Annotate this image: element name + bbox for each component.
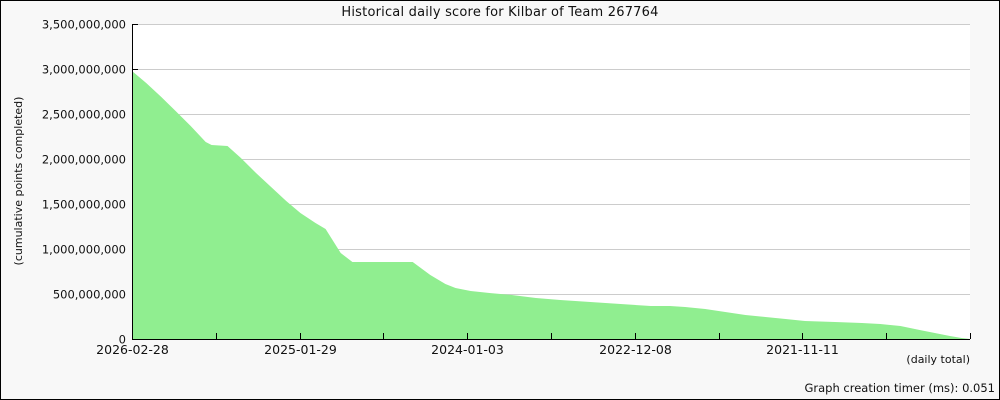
y-tick-label: 500,000,000 — [53, 288, 126, 302]
y-tick-label: 3,000,000,000 — [42, 63, 126, 77]
x-tick-label: 2025-01-29 — [264, 342, 337, 357]
x-tick-label: 2024-01-03 — [431, 342, 504, 357]
cumulative-points-area-series — [132, 71, 970, 339]
y-tick-label: 3,500,000,000 — [42, 18, 126, 32]
graph-footer: Graph creation timer (ms): 0.051 — [1, 378, 999, 399]
x-tick-label: 2021-11-11 — [766, 342, 839, 357]
graph-creation-timer: Graph creation timer (ms): 0.051 — [804, 381, 995, 395]
y-tick-label: 2,000,000,000 — [42, 153, 126, 167]
chart-canvas: 3,500,000,000 3,000,000,000 2,500,000,000 2… — [42, 18, 971, 357]
x-axis-note: (daily total) — [906, 353, 970, 366]
x-tick-label: 2026-02-28 — [96, 342, 169, 357]
y-tick-label: 2,500,000,000 — [42, 108, 126, 122]
y-tick-label: 1,500,000,000 — [42, 198, 126, 212]
y-tick-label: 0 — [119, 333, 126, 347]
chart-title: Historical daily score for Kilbar of Tea… — [341, 5, 659, 20]
chart-region: Historical daily score for Kilbar of Tea… — [1, 1, 999, 379]
y-tick-label: 1,000,000,000 — [42, 243, 126, 257]
x-tick-label: 2022-12-08 — [599, 342, 672, 357]
